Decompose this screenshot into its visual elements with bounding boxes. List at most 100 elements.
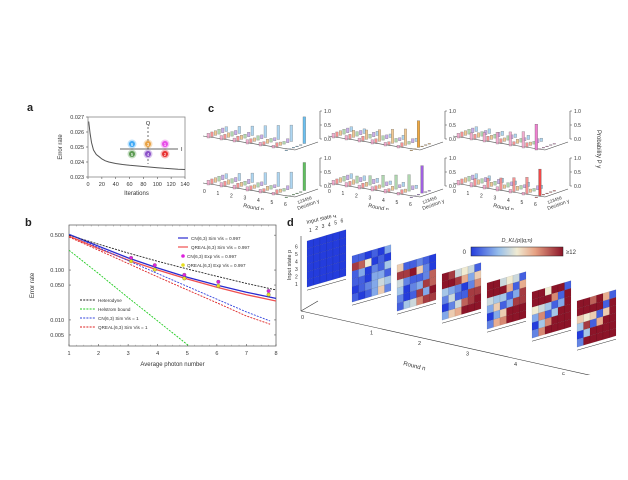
- probability-bar: [490, 182, 493, 187]
- probability-bar: [219, 135, 223, 141]
- round-tick-label: 4: [514, 362, 517, 368]
- round-tick-label: 1: [370, 331, 373, 337]
- y-tick-label: 0.010: [50, 318, 64, 324]
- probability-bar: [245, 186, 249, 192]
- floor-axis-round: [327, 135, 421, 151]
- p-tick-label: 4: [295, 260, 298, 266]
- probability-bar: [387, 188, 391, 192]
- decision-axis-label: Decision y: [547, 198, 571, 210]
- z-tick-label: 0.5: [324, 170, 331, 176]
- probability-bar: [388, 180, 392, 185]
- series-group: [69, 233, 276, 346]
- exp-data-point: [129, 259, 134, 264]
- y-axis-label: Error rate: [30, 272, 36, 298]
- series-line: [69, 233, 271, 322]
- probability-bar: [227, 179, 230, 185]
- round-tick-label: 2: [230, 193, 233, 199]
- probability-bar: [282, 188, 286, 192]
- round-tick-label: 0: [203, 189, 206, 195]
- exp-data-point: [266, 289, 271, 293]
- decision-axis-label: Decision y: [297, 198, 321, 210]
- heatmap-matrix: [486, 271, 527, 330]
- probability-bar: [368, 134, 372, 139]
- probability-bar: [279, 141, 282, 146]
- probability-bar: [370, 186, 374, 192]
- round-tick-label: 4: [507, 198, 510, 204]
- heatmap-matrix: [531, 280, 572, 339]
- round-tick-label: 0: [301, 315, 304, 321]
- probability-bar: [365, 129, 368, 140]
- probability-bar: [286, 185, 290, 190]
- probability-bar: [512, 177, 516, 192]
- probability-bar: [289, 171, 293, 189]
- probability-bar: [352, 179, 355, 185]
- inset-i-label: I: [181, 147, 183, 153]
- probability-bar: [253, 137, 256, 142]
- heatmap-matrix: [396, 253, 437, 312]
- probability-bar: [243, 181, 247, 186]
- round-tick-label: 5: [521, 200, 524, 206]
- heatmap-matrix: [351, 244, 392, 303]
- probability-bar: [217, 129, 221, 135]
- floor-axis-decision: [294, 188, 319, 198]
- floor-axis-decision: [294, 141, 319, 151]
- series-line: [69, 233, 276, 300]
- probability-bar: [275, 189, 279, 194]
- probability-bar: [499, 138, 503, 143]
- q-axis-label: Input state q: [306, 215, 337, 226]
- probability-bar: [529, 141, 532, 146]
- probability-bar: [355, 131, 359, 137]
- probability-bar: [339, 130, 342, 136]
- round-tick-label: 3: [466, 352, 469, 358]
- probability-bar: [473, 134, 477, 139]
- probability-bar: [464, 177, 467, 183]
- probability-bar: [357, 137, 361, 143]
- probability-bar: [263, 172, 267, 185]
- heatmap-cell: [474, 300, 482, 311]
- probability-bar: [289, 124, 293, 142]
- round-tick-label: 3: [369, 196, 372, 202]
- probability-bar: [411, 138, 415, 143]
- constellation-label: 6: [131, 142, 134, 147]
- probability-bar: [263, 125, 267, 138]
- x-tick-label: 0: [86, 182, 89, 188]
- probability-bar: [375, 178, 379, 183]
- matrix-base-line: [351, 293, 392, 306]
- probability-bar: [302, 116, 306, 144]
- probability-bar: [342, 129, 346, 135]
- panel-d-chart: 0≥12D_KL(p||q;n)0123456123456Input state…: [287, 215, 617, 375]
- p-tick-label: 6: [295, 245, 298, 251]
- probability-bar: [234, 177, 238, 182]
- constellation-label: 4: [147, 152, 150, 157]
- probability-bar: [409, 149, 413, 151]
- x-tick-label: 40: [113, 182, 119, 188]
- probability-bar: [545, 145, 549, 147]
- x-tick-label: 80: [140, 182, 146, 188]
- round-tick-label: 0: [328, 189, 331, 195]
- probability-bar: [490, 135, 493, 140]
- probability-bar: [232, 184, 236, 190]
- probability-bar: [224, 126, 228, 132]
- round-tick-label: 1: [467, 191, 470, 197]
- probability-bar: [236, 183, 240, 188]
- round-tick-label: 3: [494, 196, 497, 202]
- panel-b-chart: 1 2 3 4 5 6 7 8 0.005 0.010 0.050 0.100 0.500 Average…: [30, 224, 278, 368]
- round-tick-label: 4: [382, 198, 385, 204]
- probability-bar: [407, 141, 411, 145]
- constellation-label: 2: [164, 152, 167, 157]
- round-axis-label: Round n: [368, 203, 390, 210]
- plot-frame: [87, 116, 186, 178]
- probability-bar: [538, 148, 542, 150]
- z-tick-label: 1.0: [324, 156, 331, 162]
- z-tick-label: 0.5: [449, 170, 456, 176]
- probability-bar: [394, 138, 398, 143]
- probability-bar: [427, 190, 431, 192]
- probability-bar: [508, 131, 512, 147]
- probability-bar: [424, 191, 428, 193]
- q-tick-label: 5: [334, 220, 337, 226]
- probability-bar: [295, 145, 299, 147]
- matrix-base-line: [441, 311, 482, 324]
- probability-bar: [460, 178, 464, 184]
- floor-axis-round: [202, 135, 296, 151]
- floor-axis-round: [327, 182, 421, 198]
